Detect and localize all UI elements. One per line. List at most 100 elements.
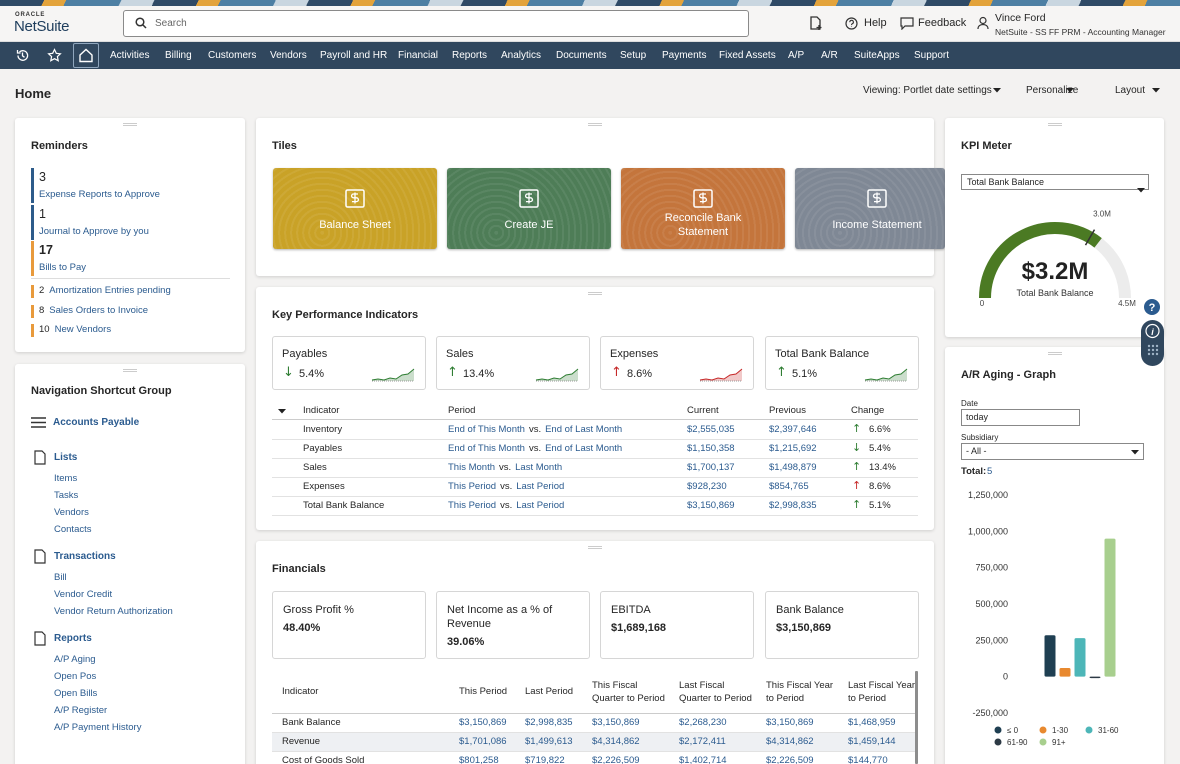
nav-item[interactable]: A/R bbox=[821, 50, 838, 61]
financial-card[interactable]: Net Income as a % of Revenue 39.06% bbox=[436, 591, 590, 659]
info-circle[interactable] bbox=[1145, 323, 1160, 339]
reminder-label[interactable]: Journal to Approve by you bbox=[39, 225, 149, 237]
nav-item[interactable]: SuiteApps bbox=[854, 50, 900, 61]
kpi-card[interactable] bbox=[272, 336, 426, 390]
fin-value[interactable]: $3,150,869 bbox=[459, 717, 507, 728]
nav-item[interactable]: Activities bbox=[110, 50, 150, 61]
user-icon[interactable] bbox=[977, 16, 991, 30]
shortcut-link[interactable]: Open Pos bbox=[54, 671, 97, 682]
fin-value[interactable]: $2,268,230 bbox=[679, 717, 727, 728]
feedback-link[interactable]: Feedback bbox=[918, 17, 967, 29]
nav-item[interactable]: Financial bbox=[398, 50, 439, 61]
recent-icon[interactable] bbox=[15, 48, 30, 63]
kpi-card[interactable] bbox=[600, 336, 754, 390]
kpi-previous[interactable]: $2,397,646 bbox=[769, 424, 817, 435]
nav-item[interactable]: Customers bbox=[208, 50, 257, 61]
period-from[interactable]: This Period bbox=[448, 500, 497, 511]
shortcut-group-title[interactable]: Lists bbox=[54, 452, 78, 463]
shortcut-link[interactable]: Items bbox=[54, 473, 78, 484]
financial-card[interactable]: EBITDA $1,689,168 bbox=[600, 591, 754, 659]
fin-value[interactable]: $2,226,509 bbox=[592, 755, 640, 764]
reminder-row[interactable]: 2 Amortization Entries pending bbox=[39, 285, 171, 296]
reminder-label[interactable]: Bills to Pay bbox=[39, 262, 86, 273]
period-from[interactable]: This Month bbox=[448, 462, 495, 473]
nav-item[interactable]: A/P bbox=[788, 50, 805, 61]
tile-label[interactable]: Income Statement bbox=[832, 219, 922, 231]
period-from[interactable]: End of This Month bbox=[448, 443, 525, 454]
nav-item[interactable]: Payroll and HR bbox=[320, 50, 388, 61]
tile[interactable] bbox=[621, 168, 785, 249]
reminder-count[interactable]: 3 bbox=[39, 170, 46, 184]
nav-item[interactable]: Vendors bbox=[270, 50, 307, 61]
kpi-card[interactable] bbox=[765, 336, 919, 390]
kpi-current[interactable]: $1,150,358 bbox=[687, 443, 735, 454]
shortcut-link[interactable]: Contacts bbox=[54, 524, 92, 535]
feedback-icon[interactable] bbox=[900, 17, 914, 30]
shortcut-heading[interactable]: Accounts Payable bbox=[53, 417, 140, 428]
shortcut-link[interactable]: Vendor Return Authorization bbox=[54, 606, 173, 617]
drag-handle[interactable] bbox=[588, 546, 602, 549]
search-placeholder[interactable]: Search bbox=[155, 18, 187, 29]
reminder-row[interactable]: 10 New Vendors bbox=[39, 324, 111, 335]
period-from[interactable]: End of This Month bbox=[448, 424, 525, 435]
nav-item[interactable]: Setup bbox=[620, 50, 647, 61]
fin-value[interactable]: $801,258 bbox=[459, 755, 499, 764]
kpi-current[interactable]: $3,150,869 bbox=[687, 500, 735, 511]
help-icon[interactable] bbox=[845, 17, 858, 30]
period-to[interactable]: Last Period bbox=[516, 481, 565, 492]
shortcut-link[interactable]: Vendor Credit bbox=[54, 589, 113, 600]
kpi-card[interactable] bbox=[436, 336, 590, 390]
shortcut-group-title[interactable]: Reports bbox=[54, 633, 92, 644]
fin-value[interactable]: $2,998,835 bbox=[525, 717, 573, 728]
period-to[interactable]: Last Month bbox=[515, 462, 563, 473]
fin-value[interactable]: $1,459,144 bbox=[848, 736, 896, 747]
tile-label[interactable]: Balance Sheet bbox=[319, 219, 391, 231]
drag-handle[interactable] bbox=[1047, 123, 1062, 126]
period-from[interactable]: This Period bbox=[448, 481, 497, 492]
tile[interactable] bbox=[795, 168, 945, 249]
nav-item[interactable]: Fixed Assets bbox=[719, 50, 776, 61]
fin-value[interactable]: $4,314,862 bbox=[766, 736, 814, 747]
fin-value[interactable]: $1,499,613 bbox=[525, 736, 573, 747]
reminder-label[interactable]: Expense Reports to Approve bbox=[39, 189, 160, 200]
nav-item[interactable]: Reports bbox=[452, 50, 488, 61]
viewing-select[interactable]: Viewing: Portlet date settings bbox=[863, 85, 992, 96]
nav-item[interactable]: Documents bbox=[556, 50, 607, 61]
kpi-current[interactable]: $928,230 bbox=[687, 481, 727, 492]
fin-value[interactable]: $719,822 bbox=[525, 755, 565, 764]
subsidiary-select[interactable] bbox=[961, 443, 1144, 460]
layout-menu[interactable]: Layout bbox=[1115, 85, 1146, 96]
drag-handle[interactable] bbox=[588, 123, 602, 126]
fin-value[interactable]: $2,226,509 bbox=[766, 755, 814, 764]
fin-value[interactable]: $1,402,714 bbox=[679, 755, 727, 764]
period-to[interactable]: Last Period bbox=[516, 500, 565, 511]
tile[interactable] bbox=[273, 168, 437, 249]
drag-handle[interactable] bbox=[1047, 352, 1062, 355]
period-to[interactable]: End of Last Month bbox=[545, 424, 623, 435]
nav-item[interactable]: Analytics bbox=[501, 50, 542, 61]
nav-item[interactable]: Billing bbox=[165, 50, 192, 61]
total-value[interactable]: 5 bbox=[987, 466, 993, 477]
tile[interactable] bbox=[447, 168, 611, 249]
kpi-current[interactable]: $1,700,137 bbox=[687, 462, 735, 473]
fin-value[interactable]: $1,468,959 bbox=[848, 717, 896, 728]
help-link[interactable]: Help bbox=[864, 17, 887, 29]
shortcut-link[interactable]: Bill bbox=[54, 572, 67, 583]
date-input[interactable] bbox=[961, 409, 1080, 426]
reminder-count[interactable]: 1 bbox=[39, 206, 46, 221]
user-name[interactable]: Vince Ford bbox=[995, 12, 1046, 24]
reminder-row[interactable]: 8 Sales Orders to Invoice bbox=[39, 305, 148, 316]
shortcut-link[interactable]: Tasks bbox=[54, 490, 79, 501]
search-box[interactable] bbox=[123, 10, 749, 37]
kpi-previous[interactable]: $2,998,835 bbox=[769, 500, 817, 511]
financial-card[interactable]: Bank Balance $3,150,869 bbox=[765, 591, 919, 659]
period-to[interactable]: End of Last Month bbox=[545, 443, 623, 454]
kpi-current[interactable]: $2,555,035 bbox=[687, 424, 735, 435]
fin-value[interactable]: $2,172,411 bbox=[679, 736, 726, 747]
shortcut-link[interactable]: A/P Aging bbox=[54, 654, 96, 665]
kpi-previous[interactable]: $854,765 bbox=[769, 481, 809, 492]
financial-card[interactable]: Gross Profit % 48.40% bbox=[272, 591, 426, 659]
reminder-label[interactable]: Sales Orders to Invoice bbox=[49, 304, 149, 316]
fin-value[interactable]: $3,150,869 bbox=[766, 717, 814, 728]
shortcut-link[interactable]: Vendors bbox=[54, 507, 89, 518]
